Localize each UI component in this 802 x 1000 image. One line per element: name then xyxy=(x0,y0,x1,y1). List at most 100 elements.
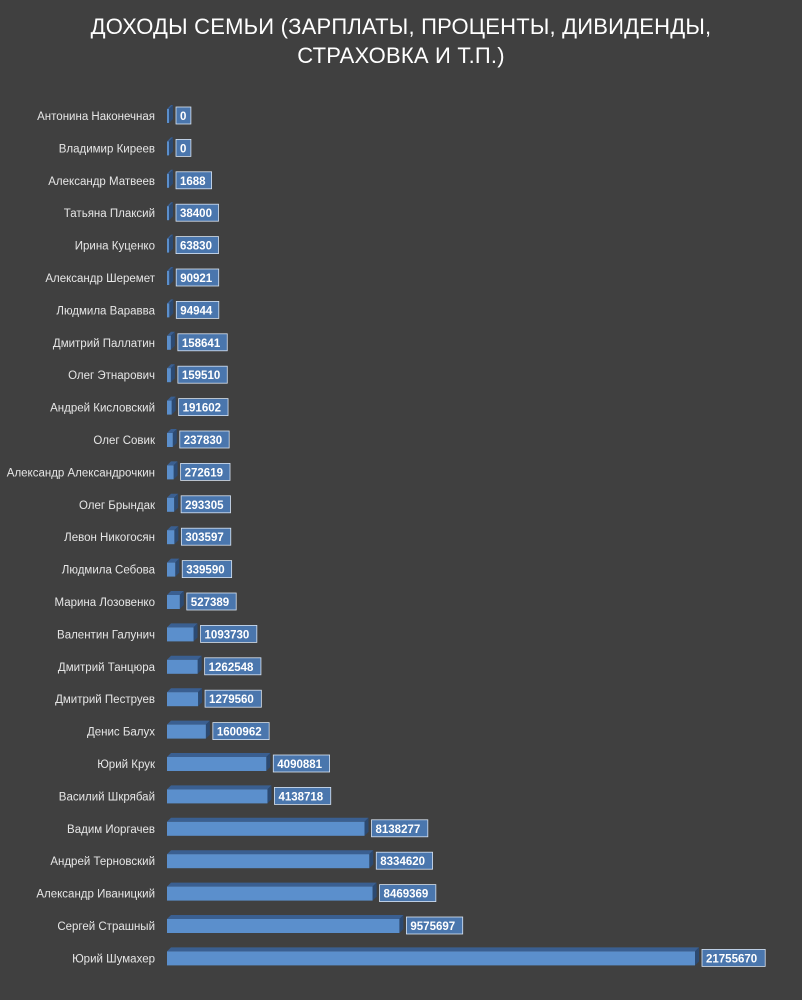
bar-top-face xyxy=(167,817,369,822)
bar-side-face xyxy=(205,720,210,739)
data-label: 1600962 xyxy=(217,727,262,739)
category-label: Александр Иваницкий xyxy=(36,889,155,901)
bar xyxy=(167,724,206,739)
data-label-box xyxy=(178,398,229,417)
data-label: 527389 xyxy=(191,597,229,609)
bar xyxy=(167,530,175,545)
bar-top-face xyxy=(167,331,175,336)
bar xyxy=(167,497,175,512)
bar xyxy=(167,627,194,642)
category-label: Дмитрий Пеструев xyxy=(55,694,155,706)
data-label-box xyxy=(175,138,192,157)
data-label: 1688 xyxy=(180,176,206,188)
data-label: 21755670 xyxy=(706,953,757,965)
bar-side-face xyxy=(197,655,202,674)
data-label-box xyxy=(181,560,233,578)
bar-side-face xyxy=(399,915,404,933)
category-label: Валентин Галунич xyxy=(57,629,155,641)
data-label: 1262548 xyxy=(209,662,254,674)
bar-side-face xyxy=(174,493,179,512)
data-label-box xyxy=(200,625,258,643)
data-label: 1279560 xyxy=(209,694,254,706)
bar-side-face xyxy=(169,105,173,123)
data-label-box xyxy=(175,171,212,190)
data-label-box xyxy=(405,916,464,935)
category-label: Дмитрий Паллатин xyxy=(53,338,155,350)
bar-top-face xyxy=(167,947,699,952)
bar-top-face xyxy=(167,396,176,401)
bar xyxy=(167,757,267,771)
category-label: Денис Балух xyxy=(87,727,155,739)
bar-top-face xyxy=(167,493,179,498)
bar-side-face xyxy=(179,591,184,609)
category-label: Татьяна Плаксий xyxy=(64,208,155,220)
data-label: 158641 xyxy=(182,338,221,350)
chart-title: ДОХОДЫ СЕМЬИ (ЗАРПЛАТЫ, ПРОЦЕНТЫ, ДИВИДЕ… xyxy=(0,12,802,70)
bar-top-face xyxy=(167,202,173,207)
bar xyxy=(167,141,169,156)
data-label-box xyxy=(179,430,230,449)
data-label: 0 xyxy=(180,111,186,123)
bar-top-face xyxy=(167,526,179,531)
data-label-box xyxy=(379,884,437,902)
bar-top-face xyxy=(167,591,184,595)
category-label: Александр Шеремет xyxy=(45,273,155,285)
data-label: 8138277 xyxy=(376,824,421,836)
bar xyxy=(167,400,172,415)
bar xyxy=(167,562,176,577)
bar xyxy=(167,854,370,869)
category-label: Олег Этнарович xyxy=(68,370,155,382)
bar-side-face xyxy=(198,688,203,707)
bar-side-face xyxy=(174,526,179,545)
data-label-box xyxy=(274,787,332,805)
bar-side-face xyxy=(695,947,699,966)
bar xyxy=(167,465,174,480)
bar-top-face xyxy=(167,655,202,660)
bar-side-face xyxy=(267,785,272,804)
data-label: 339590 xyxy=(186,565,224,577)
bar xyxy=(167,659,198,674)
category-label: Сергей Страшный xyxy=(57,921,155,933)
data-label: 9575697 xyxy=(410,921,455,933)
bar xyxy=(167,368,171,383)
bar-top-face xyxy=(167,364,175,369)
data-label-box xyxy=(180,527,232,546)
bar-top-face xyxy=(167,429,177,433)
bar-side-face xyxy=(175,558,180,577)
data-label: 38400 xyxy=(180,208,212,220)
bar xyxy=(167,173,169,188)
bar-side-face xyxy=(169,234,173,253)
bar-side-face xyxy=(169,267,174,285)
bar-side-face xyxy=(169,137,173,156)
bar-side-face xyxy=(266,753,271,771)
bar-side-face xyxy=(172,429,177,447)
bar-side-face xyxy=(170,331,175,350)
data-label: 8469369 xyxy=(384,889,429,901)
data-label-box xyxy=(175,300,220,319)
bar-side-face xyxy=(169,169,173,188)
data-label: 8334620 xyxy=(380,856,425,868)
category-label: Вадим Иоргачев xyxy=(67,824,155,836)
bar-side-face xyxy=(169,202,173,221)
bar xyxy=(167,886,373,901)
category-label: Андрей Терновский xyxy=(50,856,155,868)
bar-side-face xyxy=(173,461,178,480)
bar-side-face xyxy=(193,623,198,642)
category-label: Андрей Кисловский xyxy=(50,403,155,415)
bar-top-face xyxy=(167,299,174,304)
data-label: 0 xyxy=(180,143,186,155)
bar xyxy=(167,109,169,123)
bar-top-face xyxy=(167,785,272,790)
data-label: 1093730 xyxy=(205,629,250,641)
bar xyxy=(167,433,173,447)
category-label: Антонина Наконечная xyxy=(37,111,155,123)
bar-top-face xyxy=(167,558,180,563)
bar xyxy=(167,238,169,253)
bar-top-face xyxy=(167,234,173,239)
bar-side-face xyxy=(372,882,377,901)
data-label: 90921 xyxy=(180,273,213,285)
data-label: 4090881 xyxy=(277,759,322,771)
data-label-box xyxy=(180,462,231,481)
bar xyxy=(167,335,171,350)
